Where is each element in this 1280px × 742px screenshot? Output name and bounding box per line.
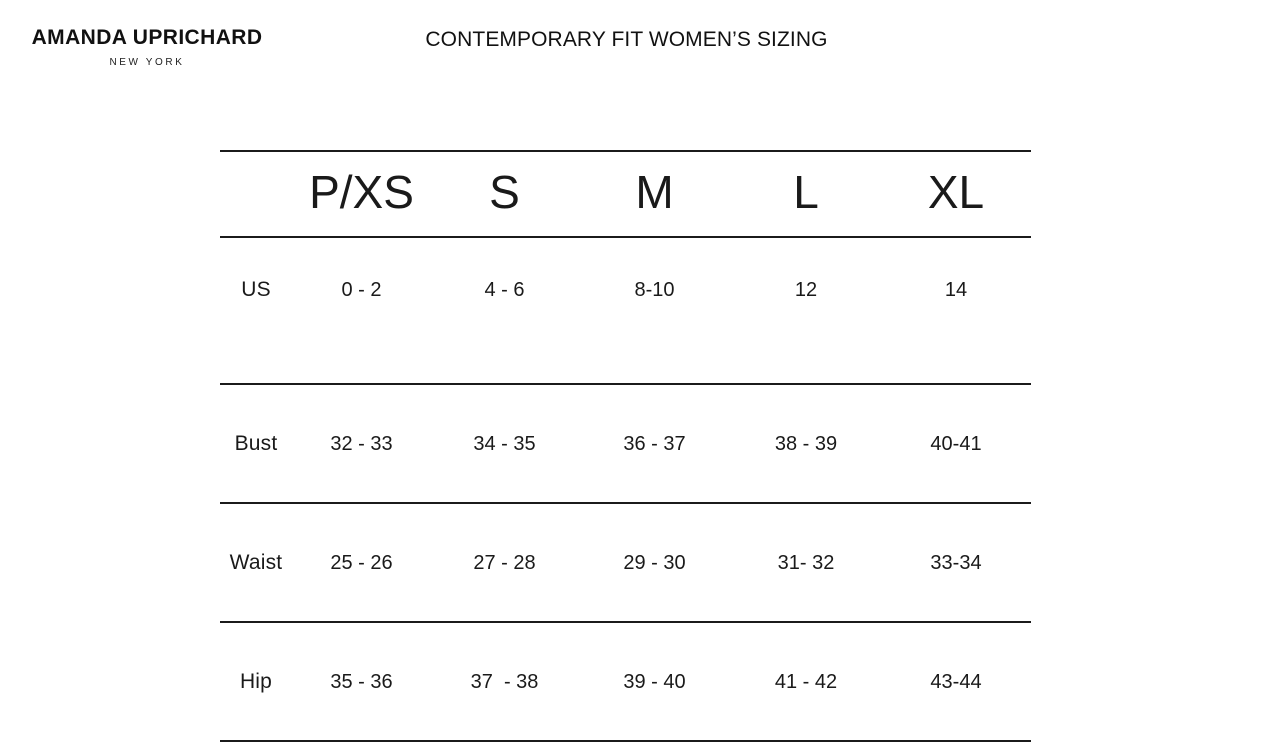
size-chart-table: P/XS S M L XL US 0 - 2 4 - 6 8-10 12 14 … (220, 150, 1031, 742)
cell-hip-s: 37 - 38 (431, 622, 578, 742)
cell-waist-l: 31- 32 (731, 503, 881, 623)
rule-after-us-row (220, 341, 1031, 385)
row-label-waist: Waist (220, 503, 292, 623)
row-label-bust: Bust (220, 384, 292, 504)
header-size-s: S (431, 150, 578, 238)
cell-waist-s: 27 - 28 (431, 503, 578, 623)
cell-bust-xl: 40-41 (881, 384, 1031, 504)
table-row: Hip 35 - 36 37 - 38 39 - 40 41 - 42 43-4… (220, 622, 1031, 742)
cell-us-l: 12 (794, 278, 818, 301)
cell-us-s: 4 - 6 (484, 278, 525, 301)
brand-logo: AMANDA UPRICHARD NEW YORK (24, 26, 270, 69)
cell-hip-m: 39 - 40 (578, 622, 731, 742)
cell-hip-l: 41 - 42 (731, 622, 881, 742)
table-row: US 0 - 2 4 - 6 8-10 12 14 (220, 237, 1031, 341)
row-label-hip: Hip (220, 622, 292, 742)
cell-bust-m: 36 - 37 (578, 384, 731, 504)
cell-waist-pxs: 25 - 26 (292, 503, 431, 623)
table-header-row: P/XS S M L XL (220, 150, 1031, 238)
table-row: Bust 32 - 33 34 - 35 36 - 37 38 - 39 40-… (220, 384, 1031, 504)
cell-hip-pxs: 35 - 36 (292, 622, 431, 742)
table-row: Waist 25 - 26 27 - 28 29 - 30 31- 32 33-… (220, 503, 1031, 623)
header-size-l: L (731, 150, 881, 238)
brand-location: NEW YORK (109, 57, 185, 69)
row-label-us: US (241, 278, 271, 301)
header-size-pxs: P/XS (292, 150, 431, 238)
cell-bust-l: 38 - 39 (731, 384, 881, 504)
cell-hip-xl: 43-44 (881, 622, 1031, 742)
page-title: CONTEMPORARY FIT WOMEN’S SIZING (425, 28, 828, 51)
cell-bust-s: 34 - 35 (431, 384, 578, 504)
cell-bust-pxs: 32 - 33 (292, 384, 431, 504)
cell-us-pxs: 0 - 2 (341, 278, 382, 301)
cell-us-xl: 14 (944, 278, 968, 301)
header-size-xl: XL (881, 150, 1031, 238)
cell-us-m: 8-10 (634, 278, 675, 301)
header-label-column (220, 150, 292, 238)
cell-waist-m: 29 - 30 (578, 503, 731, 623)
header-size-m: M (578, 150, 731, 238)
cell-waist-xl: 33-34 (881, 503, 1031, 623)
brand-name: AMANDA UPRICHARD (31, 26, 263, 49)
